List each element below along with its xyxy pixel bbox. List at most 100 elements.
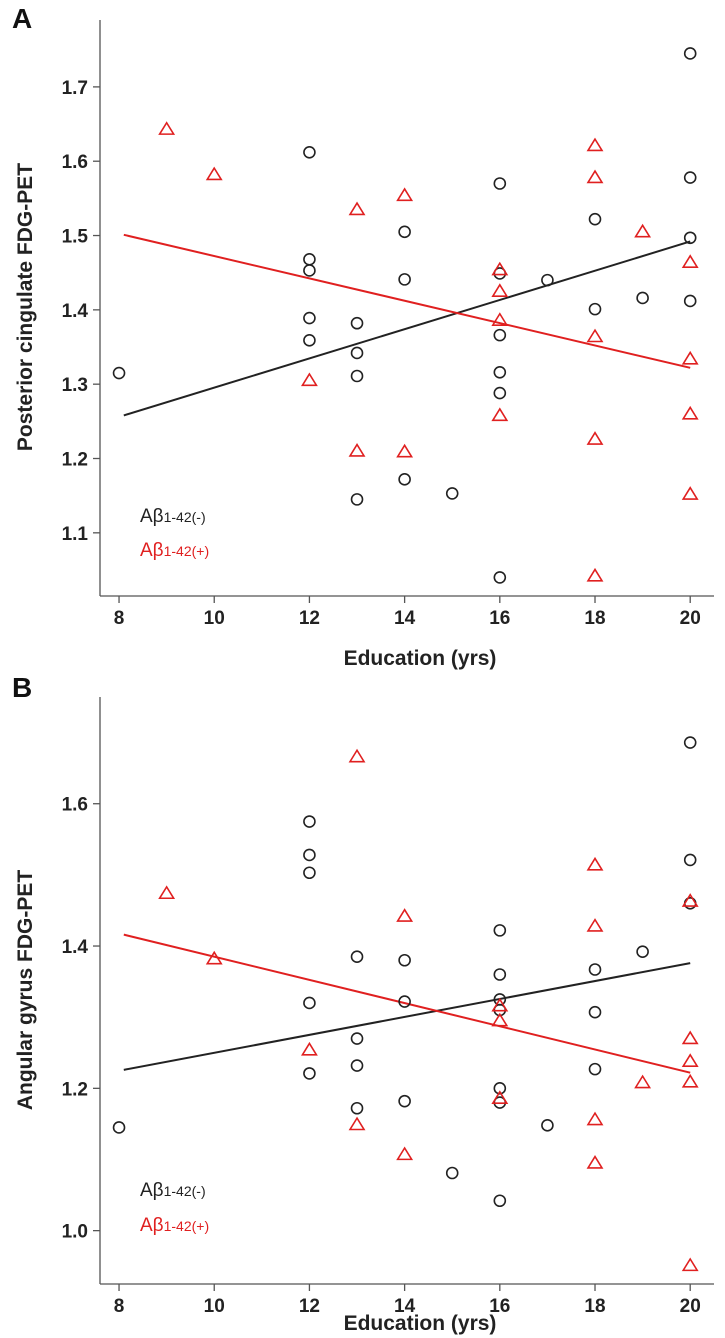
positive-point	[205, 950, 223, 965]
legend-subscript: 1-42(+)	[164, 1218, 210, 1234]
panel-b-y-ticks: 1.0 1.2 1.4 1.6	[62, 795, 100, 1243]
panel-b-label: B	[12, 672, 32, 703]
y-tick-label: 1.0	[62, 1222, 88, 1243]
negative-point	[588, 1062, 602, 1076]
positive-point	[586, 137, 604, 152]
positive-point	[586, 328, 604, 343]
positive-point	[586, 856, 604, 871]
legend-base: Aβ	[140, 540, 164, 561]
x-tick-label: 16	[489, 608, 510, 629]
x-tick-label: 18	[584, 1296, 605, 1317]
negative-point	[350, 316, 364, 330]
positive-point	[158, 885, 176, 900]
panel-a-legend: Aβ1-42(-) Aβ1-42(+)	[140, 506, 209, 561]
negative-point	[493, 968, 507, 981]
negative-point	[493, 1082, 507, 1095]
x-tick-label: 18	[584, 608, 605, 629]
legend-subscript: 1-42(-)	[164, 509, 206, 525]
negative-point	[493, 177, 507, 190]
x-tick-label: 8	[114, 1296, 125, 1317]
positive-point	[491, 312, 509, 326]
negative-point	[588, 963, 602, 976]
negative-point	[683, 231, 697, 245]
negative-point	[303, 334, 316, 347]
panel-b-x-axis-label: Education (yrs)	[344, 1312, 497, 1335]
positive-point	[300, 1041, 318, 1056]
positive-point	[348, 1116, 366, 1131]
panel-a-x-ticks: 8 10 12 14 16 18 20	[114, 596, 701, 629]
negative-point	[303, 996, 316, 1010]
positive-point	[348, 443, 366, 457]
negative-point	[303, 264, 316, 277]
negative-point	[398, 225, 411, 239]
positive-point	[586, 567, 604, 582]
negative-point	[303, 866, 316, 880]
negative-point	[350, 1059, 364, 1072]
positive-point	[396, 187, 414, 202]
legend-base: Aβ	[140, 506, 164, 527]
negative-point	[303, 145, 316, 159]
positive-point	[205, 166, 223, 181]
panel-a-x-axis-label: Education (yrs)	[344, 647, 497, 670]
negative-point	[588, 1005, 602, 1019]
negative-point	[398, 995, 411, 1008]
x-tick-label: 20	[680, 1296, 701, 1317]
positive-point	[681, 1257, 699, 1272]
y-tick-label: 1.6	[62, 152, 88, 173]
positive-point	[158, 121, 176, 135]
legend-base: Aβ	[140, 1180, 164, 1201]
y-tick-label: 1.1	[62, 524, 89, 545]
y-tick-label: 1.4	[62, 301, 89, 322]
panel-b-legend-positive: Aβ1-42(+)	[140, 1215, 209, 1236]
negative-point	[303, 848, 316, 862]
y-tick-label: 1.5	[62, 227, 89, 248]
negative-point	[541, 273, 554, 287]
x-tick-label: 14	[394, 608, 416, 629]
negative-point	[636, 291, 649, 305]
positive-point	[396, 1146, 414, 1161]
negative-point	[493, 571, 507, 584]
negative-point	[683, 47, 697, 60]
panel-b: B 1.0 1.2 1.4 1.6 8 10 12 14 16 18 20 Education (…	[12, 672, 714, 1335]
panel-b-marks	[112, 736, 699, 1272]
panel-a-legend-negative: Aβ1-42(-)	[140, 506, 206, 527]
negative-point	[303, 311, 316, 325]
negative-point	[588, 302, 602, 316]
negative-point	[683, 171, 697, 184]
positive-point	[586, 431, 604, 445]
positive-point	[348, 201, 366, 216]
x-tick-label: 8	[114, 608, 125, 629]
panel-a-y-axis-label: Posterior cingulate FDG-PET	[14, 163, 37, 451]
positive-point	[681, 1030, 699, 1045]
negative-point	[350, 1032, 364, 1045]
negative-point	[683, 736, 697, 749]
positive-point	[491, 1012, 509, 1027]
positive-point	[491, 407, 509, 422]
panel-a-marks	[112, 47, 699, 584]
x-tick-label: 16	[489, 1296, 510, 1317]
y-tick-label: 1.3	[62, 375, 88, 396]
positive-point	[681, 893, 699, 907]
negative-point	[350, 369, 364, 383]
x-tick-label: 14	[394, 1296, 416, 1317]
negative-point	[588, 212, 602, 226]
panel-b-x-ticks: 8 10 12 14 16 18 20	[114, 1284, 701, 1317]
positive-point	[681, 1053, 699, 1067]
negative-point	[398, 953, 411, 967]
y-tick-label: 1.6	[62, 795, 88, 816]
positive-point	[681, 405, 699, 420]
positive-fit-line	[123, 233, 691, 369]
y-tick-label: 1.2	[62, 1079, 88, 1100]
panel-a-label: A	[12, 3, 32, 34]
negative-fit-line	[123, 240, 691, 417]
positive-point	[634, 223, 652, 238]
positive-point	[491, 1090, 509, 1104]
negative-point	[493, 328, 507, 342]
negative-point	[493, 365, 507, 379]
x-tick-label: 10	[204, 1296, 225, 1317]
negative-point	[303, 1067, 316, 1080]
negative-point	[398, 273, 411, 286]
y-tick-label: 1.2	[62, 450, 88, 471]
negative-point	[350, 493, 364, 506]
x-tick-label: 10	[204, 608, 225, 629]
